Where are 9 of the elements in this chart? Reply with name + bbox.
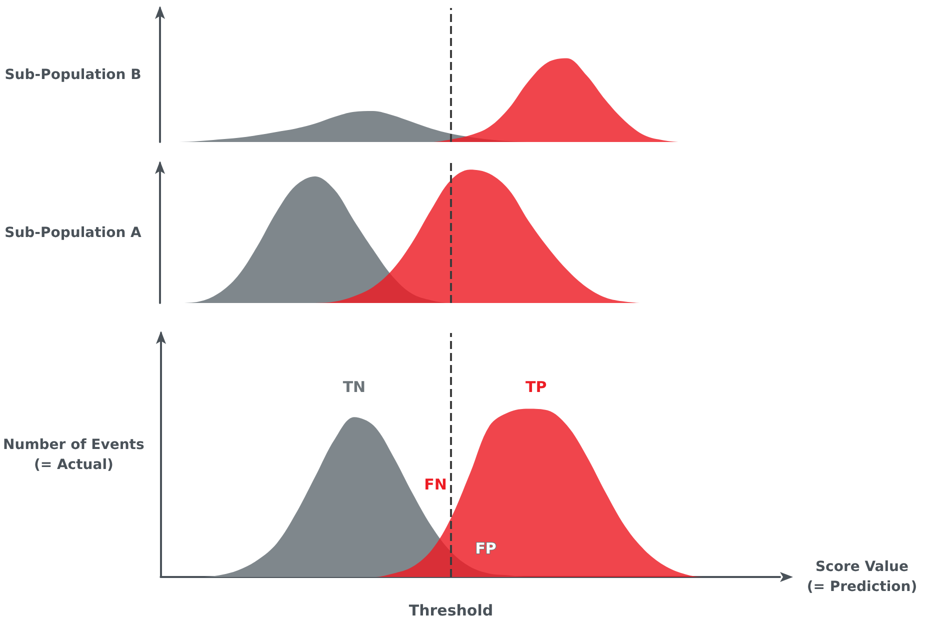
text: TN — [342, 378, 366, 396]
y-axis-title: Sub-Population A — [4, 225, 142, 241]
annotation: FP — [475, 539, 496, 558]
x-axis-title: Score Value (= Prediction) — [806, 559, 918, 595]
annotation: FN — [424, 475, 447, 494]
y-axis-title: Sub-Population B — [4, 67, 142, 83]
y-axis-title: Number of Events (= Actual) — [3, 437, 144, 473]
text: TP — [526, 378, 547, 396]
text: Threshold — [408, 602, 494, 619]
